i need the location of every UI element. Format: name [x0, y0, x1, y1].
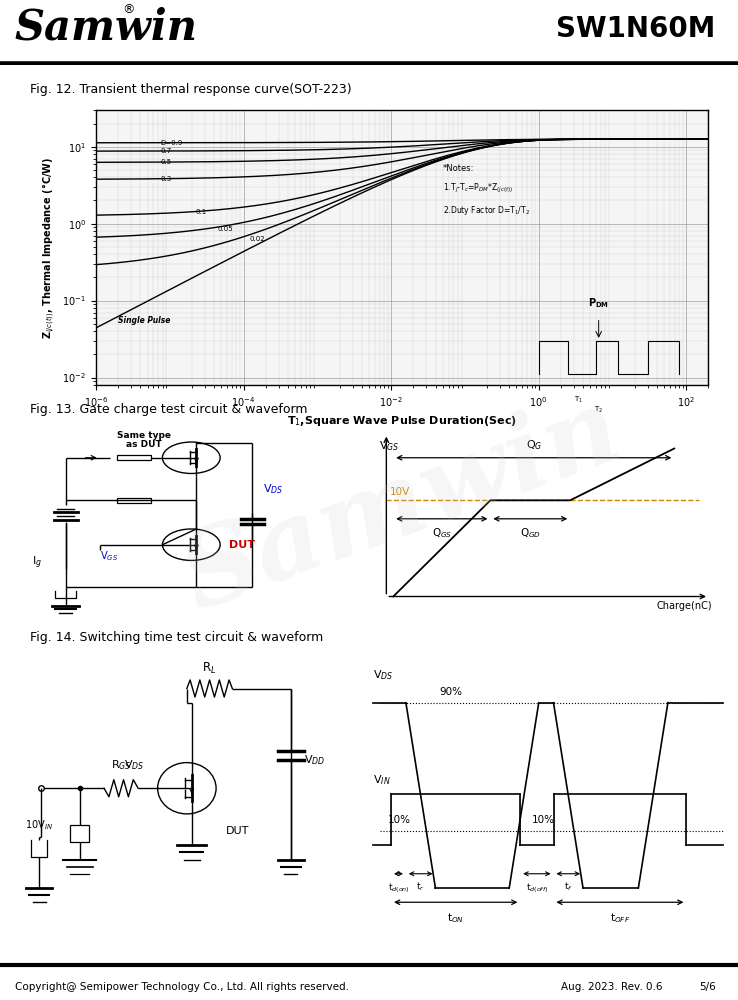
X-axis label: T$_1$,Square Wave Pulse Duration(Sec): T$_1$,Square Wave Pulse Duration(Sec): [287, 414, 517, 428]
Bar: [117, 455, 151, 460]
Text: 90%: 90%: [439, 687, 462, 697]
Text: ®: ®: [122, 3, 134, 16]
Text: V$_{DS}$: V$_{DS}$: [124, 759, 145, 772]
Text: 0.5: 0.5: [160, 159, 172, 165]
Text: Aug. 2023. Rev. 0.6: Aug. 2023. Rev. 0.6: [561, 982, 663, 992]
Text: Charge(nC): Charge(nC): [657, 601, 712, 611]
Bar: [70, 825, 89, 842]
Text: t$_{OFF}$: t$_{OFF}$: [610, 911, 630, 925]
Text: t$_{d(on)}$: t$_{d(on)}$: [387, 881, 410, 895]
Text: Single Pulse: Single Pulse: [118, 316, 170, 325]
Text: Q$_{GD}$: Q$_{GD}$: [520, 526, 541, 540]
Text: DUT: DUT: [226, 826, 249, 836]
Text: V$_{DS}$: V$_{DS}$: [263, 482, 283, 496]
Text: 10V: 10V: [390, 487, 410, 497]
Text: Fig. 14. Switching time test circuit & waveform: Fig. 14. Switching time test circuit & w…: [30, 631, 323, 644]
Text: Fig. 13. Gate charge test circuit & waveform: Fig. 13. Gate charge test circuit & wave…: [30, 403, 307, 416]
Text: $\mathbf{P_{DM}}$: $\mathbf{P_{DM}}$: [588, 296, 609, 310]
Text: 0.7: 0.7: [160, 148, 172, 154]
Text: Q$_G$: Q$_G$: [525, 438, 542, 452]
Text: 5/6: 5/6: [699, 982, 716, 992]
Text: 10%: 10%: [387, 815, 410, 825]
Text: as DUT: as DUT: [126, 440, 162, 449]
Text: V$_{GS}$: V$_{GS}$: [379, 439, 400, 453]
Text: 10%: 10%: [531, 815, 554, 825]
Text: T$_1$: T$_1$: [574, 394, 583, 405]
Text: V$_{GS}$: V$_{GS}$: [100, 549, 118, 563]
Text: 10V$_{IN}$: 10V$_{IN}$: [24, 818, 52, 832]
Text: T$_2$: T$_2$: [594, 405, 603, 415]
Text: SW1N60M: SW1N60M: [556, 15, 716, 43]
Text: Samwin: Samwin: [15, 6, 198, 48]
Text: t$_{d(off)}$: t$_{d(off)}$: [525, 881, 548, 895]
Y-axis label: Z$_{(jc(t))}$, Thermal Impedance (°C/W): Z$_{(jc(t))}$, Thermal Impedance (°C/W): [41, 156, 57, 339]
Text: I$_g$: I$_g$: [32, 555, 42, 571]
Text: 1.T$_j$-T$_c$=P$_{DM}$*Z$_{(jc(t))}$: 1.T$_j$-T$_c$=P$_{DM}$*Z$_{(jc(t))}$: [443, 182, 513, 195]
Text: 0.3: 0.3: [160, 176, 172, 182]
Text: V$_{DS}$: V$_{DS}$: [373, 669, 393, 682]
Text: *Notes:: *Notes:: [443, 164, 474, 173]
Text: 2.Duty Factor D=T$_1$/T$_2$: 2.Duty Factor D=T$_1$/T$_2$: [443, 204, 530, 217]
Text: 0.02: 0.02: [249, 236, 265, 242]
Text: Copyright@ Semipower Technology Co., Ltd. All rights reserved.: Copyright@ Semipower Technology Co., Ltd…: [15, 982, 349, 992]
Text: V$_{DD}$: V$_{DD}$: [304, 753, 325, 767]
Text: Q$_{GS}$: Q$_{GS}$: [432, 526, 452, 540]
Text: Samwin: Samwin: [170, 379, 635, 631]
Text: D=0.9: D=0.9: [160, 140, 183, 146]
Text: t$_{ON}$: t$_{ON}$: [447, 911, 464, 925]
Bar: [117, 498, 151, 503]
Text: t$_f$: t$_f$: [564, 881, 573, 893]
Text: DUT: DUT: [229, 540, 255, 550]
Text: 0.05: 0.05: [218, 226, 233, 232]
Text: V$_{IN}$: V$_{IN}$: [373, 773, 390, 787]
Text: R$_L$: R$_L$: [202, 661, 217, 676]
Text: Same type: Same type: [117, 431, 170, 440]
Text: R$_{GS}$: R$_{GS}$: [111, 759, 131, 772]
Text: Fig. 12. Transient thermal response curve(SOT-223): Fig. 12. Transient thermal response curv…: [30, 83, 351, 96]
Text: 0.1: 0.1: [196, 209, 207, 215]
Text: t$_r$: t$_r$: [416, 881, 425, 893]
